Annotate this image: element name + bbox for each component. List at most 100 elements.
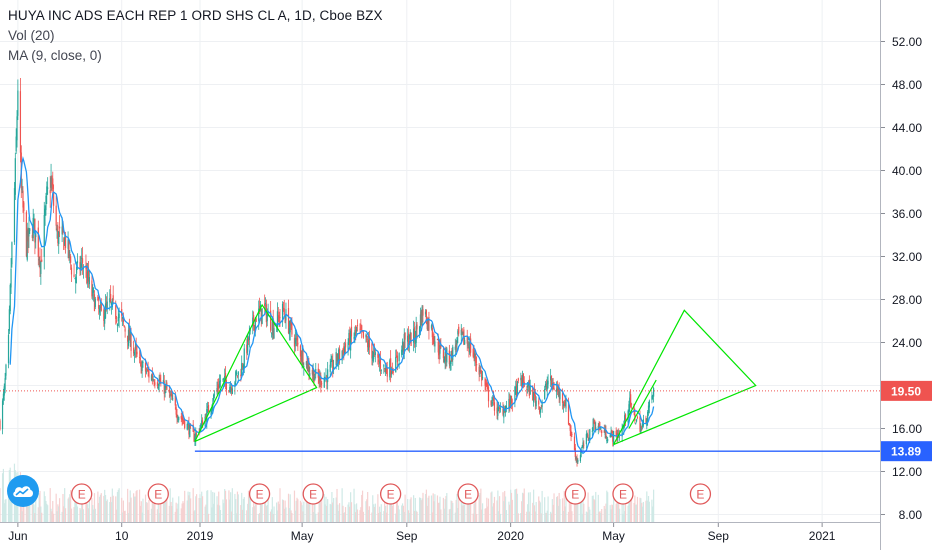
volume-bar	[413, 510, 416, 522]
earnings-marker[interactable]: E	[457, 483, 479, 505]
volume-bar	[228, 490, 230, 522]
volume-bar	[380, 504, 382, 522]
candle-body	[287, 308, 290, 333]
earnings-marker[interactable]: E	[71, 483, 93, 505]
earnings-marker[interactable]: E	[689, 483, 712, 505]
y-tick-label: 24.00	[892, 336, 922, 350]
candle-body	[207, 405, 210, 413]
candle-body	[378, 359, 380, 362]
candle-body	[70, 256, 72, 263]
volume-bar	[580, 502, 582, 522]
volume-bar	[332, 502, 334, 522]
volume-bar	[213, 503, 215, 522]
volume-bar	[464, 504, 466, 522]
volume-bar	[427, 497, 429, 522]
earnings-marker[interactable]: E	[147, 483, 169, 505]
candle-body	[21, 188, 23, 190]
volume-bar	[403, 511, 405, 522]
volume-bar	[199, 494, 201, 522]
earnings-circle[interactable]	[248, 483, 271, 505]
candle-body	[505, 405, 507, 408]
candle-body	[635, 422, 637, 424]
volume-bar	[391, 506, 393, 522]
candle-body	[541, 401, 543, 407]
volume-bar	[163, 497, 165, 522]
earnings-circle[interactable]	[71, 483, 93, 505]
trend-drawing[interactable]	[628, 379, 657, 429]
candle-body	[404, 332, 406, 340]
y-tick-label: 48.00	[892, 78, 922, 92]
earnings-marker[interactable]: E	[612, 483, 634, 505]
candle-body	[22, 190, 24, 208]
candle-body	[242, 364, 245, 372]
volume-bar	[409, 499, 411, 522]
volume-bar	[81, 491, 83, 522]
volume-bar	[138, 489, 141, 522]
candle-body	[479, 370, 481, 372]
volume-bar	[52, 500, 54, 522]
earnings-circle[interactable]	[302, 483, 324, 505]
volume-bar	[545, 512, 547, 522]
volume-bar	[442, 497, 445, 522]
earnings-circle[interactable]	[689, 483, 712, 505]
volume-bar	[38, 493, 40, 522]
volume-bar	[135, 491, 137, 522]
candle-body	[4, 378, 6, 390]
earnings-marker[interactable]: E	[248, 483, 271, 505]
earnings-circle[interactable]	[147, 483, 169, 505]
volume-bar	[484, 508, 486, 522]
candle-body	[490, 400, 492, 406]
candle-body	[104, 315, 106, 324]
volume-bar	[326, 505, 328, 522]
volume-bar	[361, 490, 364, 522]
candle-body	[486, 382, 488, 387]
volume-bar	[117, 489, 119, 522]
earnings-circle[interactable]	[564, 483, 586, 505]
candle-body	[624, 414, 627, 422]
candle-body	[222, 378, 224, 380]
volume-bar	[338, 503, 341, 522]
volume-bar	[5, 499, 7, 522]
candle-body	[311, 369, 313, 375]
candle-body	[314, 377, 316, 381]
candle-body	[491, 402, 493, 404]
earnings-marker[interactable]: E	[302, 483, 324, 505]
candle-body	[264, 303, 266, 307]
volume-bar	[242, 498, 245, 522]
candle-body	[332, 359, 334, 371]
volume-bar	[270, 511, 272, 522]
volume-bar	[252, 507, 254, 522]
volume-bar	[33, 504, 35, 522]
candle-body	[612, 433, 614, 442]
candle-body	[81, 258, 84, 264]
volume-bar	[303, 501, 305, 522]
trend-drawing[interactable]	[194, 303, 318, 442]
volume-bar	[271, 497, 273, 522]
trend-drawing[interactable]	[613, 309, 757, 446]
drawings[interactable]	[0, 303, 880, 452]
candle-body	[595, 427, 597, 431]
tradingview-cloud-icon[interactable]	[7, 475, 39, 507]
candle-body	[258, 308, 260, 322]
candle-body	[300, 357, 302, 359]
earnings-marker[interactable]: E	[379, 483, 402, 505]
volume-bar	[97, 491, 99, 522]
volume-bar	[93, 493, 96, 522]
candle-body	[10, 268, 12, 288]
candle-body	[291, 323, 293, 335]
earnings-marker[interactable]: E	[564, 483, 586, 505]
candle-body	[308, 361, 310, 373]
earnings-circle[interactable]	[379, 483, 402, 505]
candle-body	[550, 375, 553, 386]
candle-body	[168, 389, 170, 393]
volume-bar	[487, 498, 490, 522]
earnings-circle[interactable]	[457, 483, 479, 505]
earnings-circle[interactable]	[612, 483, 634, 505]
candle-body	[189, 424, 191, 438]
candle-body	[199, 427, 201, 430]
volume-bar	[319, 489, 321, 522]
candle-body	[478, 366, 480, 375]
